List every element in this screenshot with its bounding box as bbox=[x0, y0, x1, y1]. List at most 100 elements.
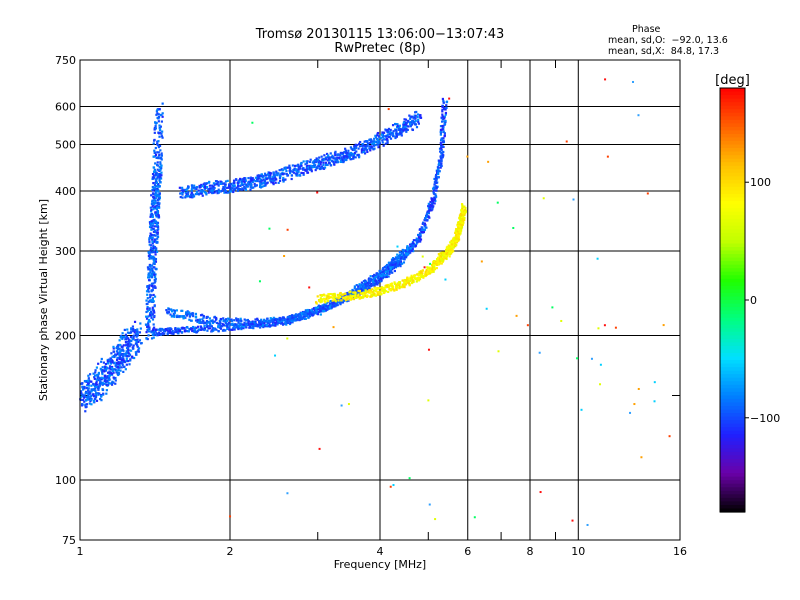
data-point bbox=[146, 337, 149, 341]
data-point bbox=[158, 124, 161, 127]
noise-point bbox=[590, 357, 593, 360]
data-point bbox=[129, 331, 133, 334]
data-point bbox=[163, 330, 166, 333]
data-point bbox=[154, 197, 157, 200]
data-point bbox=[438, 170, 441, 173]
data-point bbox=[311, 161, 314, 164]
data-point bbox=[409, 245, 412, 249]
data-point bbox=[201, 184, 204, 188]
data-point bbox=[126, 344, 129, 347]
data-point bbox=[320, 155, 323, 158]
colorbar-strip bbox=[720, 169, 745, 174]
data-point bbox=[391, 124, 395, 127]
data-point bbox=[205, 185, 209, 189]
data-point bbox=[275, 321, 278, 324]
data-point bbox=[385, 138, 388, 141]
data-point bbox=[89, 392, 92, 395]
data-point bbox=[223, 188, 227, 191]
data-point bbox=[127, 337, 130, 340]
data-point bbox=[322, 307, 325, 310]
data-point bbox=[205, 323, 208, 326]
data-point bbox=[104, 366, 107, 369]
data-point bbox=[354, 156, 357, 159]
data-point bbox=[81, 382, 84, 385]
data-point bbox=[439, 133, 442, 136]
noise-point bbox=[396, 245, 399, 248]
data-point bbox=[247, 185, 250, 188]
data-point bbox=[243, 318, 246, 321]
data-point bbox=[147, 290, 150, 293]
data-point bbox=[394, 129, 397, 132]
data-point bbox=[426, 218, 429, 222]
data-point bbox=[181, 186, 184, 189]
data-point bbox=[425, 268, 428, 272]
data-point bbox=[189, 313, 192, 316]
data-point bbox=[452, 246, 455, 249]
data-point bbox=[205, 321, 209, 324]
data-point bbox=[354, 296, 358, 299]
data-point bbox=[459, 229, 462, 232]
data-point bbox=[374, 136, 377, 139]
data-point bbox=[150, 273, 154, 277]
data-point bbox=[398, 284, 401, 287]
data-point bbox=[262, 324, 265, 327]
data-point bbox=[401, 130, 404, 133]
data-point bbox=[337, 299, 340, 302]
data-point bbox=[438, 147, 442, 150]
colorbar-strip bbox=[720, 250, 745, 255]
data-point bbox=[212, 327, 215, 330]
data-point bbox=[443, 134, 446, 137]
colorbar-strip bbox=[720, 243, 745, 248]
data-point bbox=[441, 105, 444, 109]
data-point bbox=[363, 152, 367, 155]
data-point bbox=[252, 178, 255, 181]
data-point bbox=[157, 205, 161, 208]
colorbar-strip bbox=[720, 225, 745, 230]
data-point bbox=[274, 176, 277, 180]
data-point bbox=[455, 227, 458, 231]
data-point bbox=[95, 378, 98, 381]
data-point bbox=[457, 228, 461, 232]
data-point bbox=[156, 116, 159, 119]
data-point bbox=[147, 287, 151, 290]
data-point bbox=[206, 325, 209, 328]
data-point bbox=[309, 311, 312, 314]
noise-point bbox=[580, 408, 583, 411]
data-point bbox=[341, 299, 344, 302]
x-tick-label: 2 bbox=[227, 545, 234, 558]
data-point bbox=[370, 293, 373, 296]
data-point bbox=[199, 186, 202, 189]
noise-point bbox=[316, 191, 319, 194]
data-point bbox=[329, 156, 332, 159]
data-point bbox=[160, 174, 163, 177]
data-point bbox=[191, 325, 195, 329]
noise-point bbox=[542, 197, 545, 200]
data-point bbox=[87, 374, 90, 377]
data-point bbox=[157, 216, 161, 219]
data-point bbox=[374, 144, 377, 147]
data-point bbox=[324, 308, 327, 311]
data-point bbox=[223, 189, 226, 192]
data-point bbox=[105, 375, 108, 378]
data-point bbox=[148, 240, 151, 243]
data-point bbox=[94, 395, 98, 399]
data-point bbox=[399, 127, 402, 130]
data-point bbox=[217, 184, 220, 187]
data-point bbox=[280, 320, 283, 323]
data-point bbox=[389, 128, 392, 132]
data-point bbox=[319, 313, 322, 316]
data-point bbox=[443, 122, 447, 125]
data-point bbox=[444, 113, 447, 116]
data-point bbox=[123, 360, 126, 364]
data-point bbox=[380, 286, 384, 289]
data-point bbox=[289, 315, 292, 318]
data-point bbox=[205, 193, 208, 196]
data-point bbox=[360, 290, 363, 293]
data-point bbox=[97, 386, 100, 389]
data-point bbox=[152, 323, 155, 326]
data-point bbox=[336, 296, 339, 299]
data-point bbox=[445, 104, 448, 107]
data-point bbox=[173, 314, 176, 317]
data-point bbox=[159, 149, 162, 152]
data-point bbox=[381, 135, 384, 139]
